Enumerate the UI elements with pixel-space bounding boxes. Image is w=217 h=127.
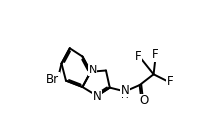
Text: N: N [93,90,101,103]
Text: F: F [135,50,142,63]
Text: N: N [121,84,129,97]
Text: O: O [139,94,148,107]
Text: H: H [121,90,129,100]
Text: N: N [89,66,97,75]
Text: Br: Br [46,73,59,86]
Text: F: F [152,48,159,61]
Text: F: F [166,75,173,88]
